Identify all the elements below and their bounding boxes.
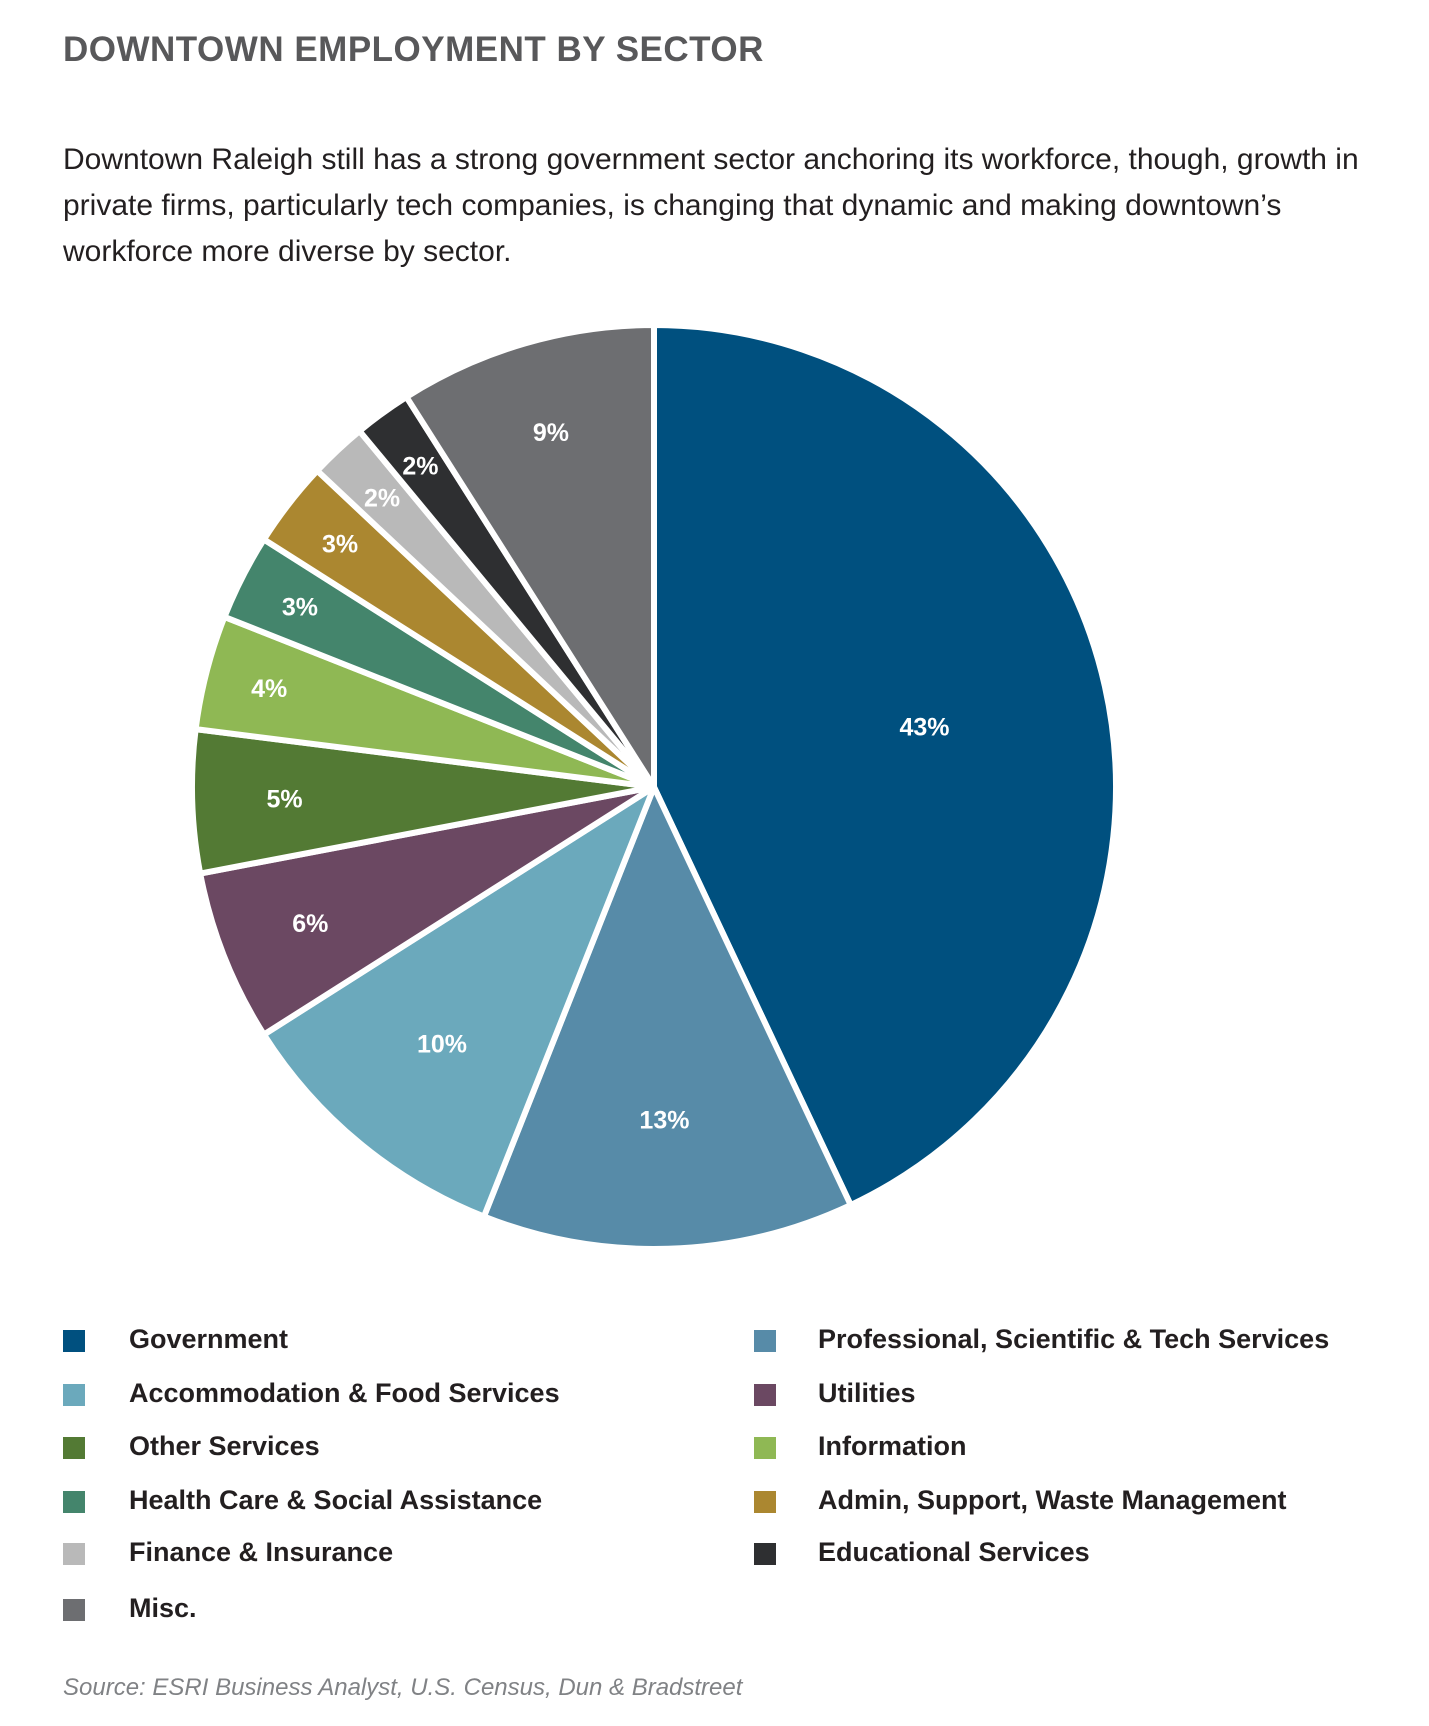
source-note: Source: ESRI Business Analyst, U.S. Cens…	[63, 1674, 743, 1701]
legend-label: Misc.	[129, 1593, 197, 1623]
legend-swatch	[63, 1491, 85, 1513]
legend-swatch	[63, 1384, 85, 1406]
legend-label: Other Services	[129, 1431, 320, 1461]
legend-label: Health Care & Social Assistance	[129, 1485, 543, 1515]
legend-swatch	[63, 1330, 85, 1352]
legend-label: Accommodation & Food Services	[129, 1378, 560, 1408]
slice-label: 10%	[417, 1030, 467, 1058]
legend-swatch	[754, 1543, 776, 1565]
legend-swatch	[63, 1543, 85, 1565]
slice-label: 43%	[900, 714, 950, 742]
slice-label: 6%	[292, 910, 328, 938]
pie-slice-2	[260, 784, 657, 1220]
legend-swatch	[754, 1437, 776, 1459]
legend-swatch	[63, 1599, 85, 1621]
pie-chart: 43%13%10%6%5%4%3%3%2%2%9%	[192, 322, 1119, 1252]
slice-label: 3%	[322, 530, 358, 558]
chart-description: Downtown Raleigh still has a strong gove…	[63, 143, 1359, 268]
slice-label: 9%	[533, 419, 569, 447]
pie-slice-0	[651, 322, 1119, 1209]
slice-label: 3%	[282, 594, 318, 622]
slice-label: 2%	[364, 484, 400, 512]
slice-label: 5%	[267, 786, 303, 814]
pie-slice-1	[480, 784, 854, 1252]
chart-title: DOWNTOWN EMPLOYMENT BY SECTOR	[63, 30, 764, 69]
legend-label: Admin, Support, Waste Management	[818, 1485, 1287, 1515]
legend-label: Professional, Scientific & Tech Services	[818, 1324, 1330, 1354]
slice-label: 13%	[639, 1106, 689, 1134]
legend-label: Government	[129, 1324, 289, 1354]
legend-swatch	[754, 1330, 776, 1352]
legend-label: Educational Services	[818, 1537, 1090, 1567]
legend-label: Finance & Insurance	[129, 1537, 394, 1567]
slice-label: 2%	[402, 453, 438, 481]
legend-label: Utilities	[818, 1378, 916, 1408]
legend-label: Information	[818, 1431, 967, 1461]
legend-swatch	[754, 1491, 776, 1513]
legend-swatch	[63, 1437, 85, 1459]
pie-slice-3	[197, 784, 657, 1038]
slice-label: 4%	[251, 675, 287, 703]
pie-slice-10	[403, 322, 657, 790]
legend-swatch	[754, 1384, 776, 1406]
